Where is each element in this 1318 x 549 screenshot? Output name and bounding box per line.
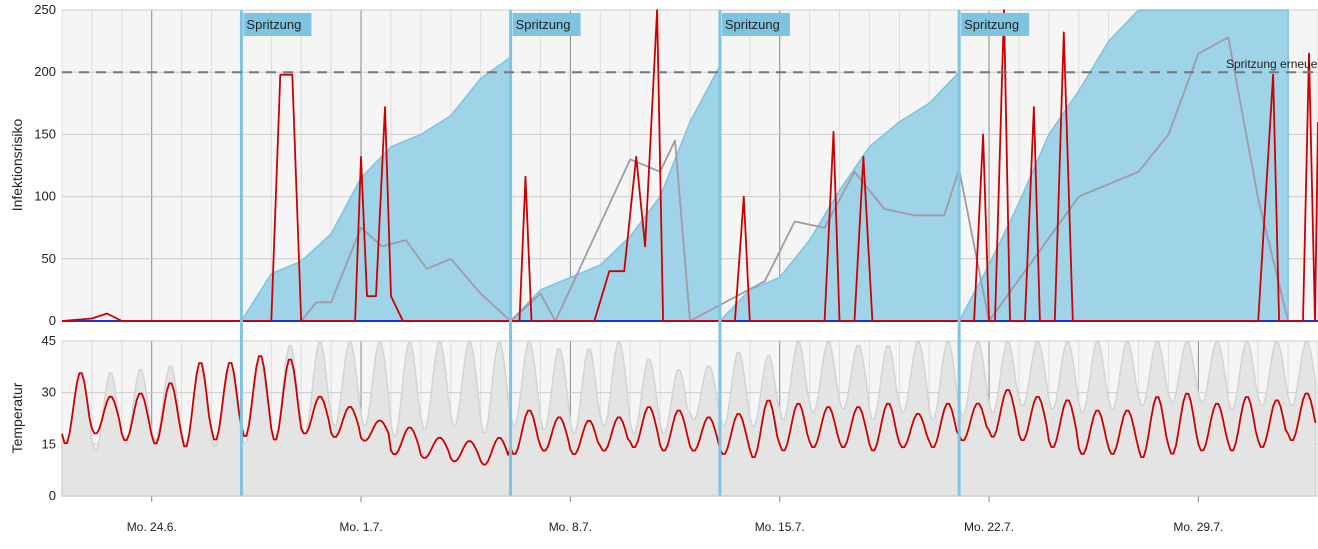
spray-label: Spritzung bbox=[516, 17, 571, 32]
x-tick-label: Mo. 24.6. bbox=[127, 520, 177, 534]
risk-series-line bbox=[300, 36, 1289, 322]
risk-y-tick-label: 50 bbox=[42, 251, 56, 266]
x-tick-label: Mo. 8.7. bbox=[549, 520, 592, 534]
x-tick-label: Mo. 1.7. bbox=[339, 520, 382, 534]
threshold-line-group: Spritzung erneuern bbox=[62, 57, 1318, 74]
spray-label: Spritzung bbox=[725, 17, 780, 32]
spray-label: Spritzung bbox=[964, 17, 1019, 32]
risk-y-axis-label: Infektionsrisiko bbox=[9, 118, 25, 211]
spray-label-box bbox=[512, 13, 581, 36]
spray-markers: Spritzung Spritzung Spritzung Spritzung bbox=[239, 10, 1030, 496]
temp-y-tick-label: 30 bbox=[42, 385, 56, 400]
spray-label-box bbox=[961, 13, 1030, 36]
temperature-series bbox=[61, 355, 1317, 466]
spray-label-box bbox=[243, 13, 312, 36]
risk-y-tick-label: 100 bbox=[34, 189, 56, 204]
spray-label-box bbox=[721, 13, 790, 36]
temp-y-axis-label: Temperatur bbox=[9, 382, 25, 453]
risk-series bbox=[61, 9, 1318, 322]
x-tick-label: Mo. 29.7. bbox=[1173, 520, 1223, 534]
risk-series-line bbox=[61, 9, 1318, 322]
axes: 0 50 100 150 200 250 0 15 30 45 Mo. 24.6. Mo. 1.7. M… bbox=[34, 2, 1318, 534]
x-tick-label: Mo. 15.7. bbox=[755, 520, 805, 534]
risk-y-tick-label: 0 bbox=[49, 313, 56, 328]
risk-y-tick-label: 200 bbox=[34, 64, 56, 79]
temp-y-tick-label: 45 bbox=[42, 333, 56, 348]
temp-y-tick-label: 0 bbox=[49, 488, 56, 503]
temp-y-tick-label: 15 bbox=[42, 436, 56, 451]
x-tick-label: Mo. 22.7. bbox=[964, 520, 1014, 534]
temperature-red-line bbox=[61, 355, 1317, 466]
risk-y-tick-label: 250 bbox=[34, 2, 56, 17]
threshold-label: Spritzung erneuern bbox=[1226, 57, 1318, 71]
spray-label: Spritzung bbox=[246, 17, 301, 32]
risk-y-tick-label: 150 bbox=[34, 126, 56, 141]
